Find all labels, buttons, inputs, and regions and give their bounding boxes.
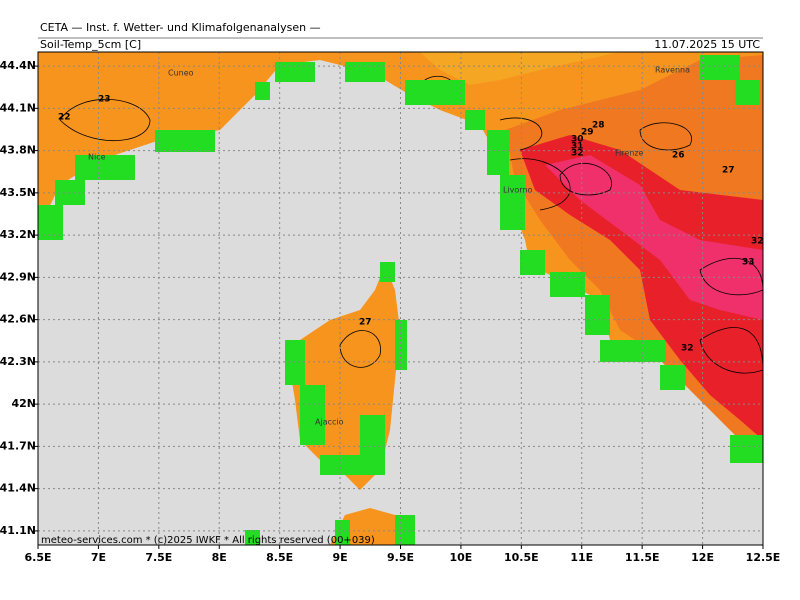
contour-label: 27	[359, 318, 372, 328]
city-label: Ravenna	[655, 66, 690, 75]
y-tick-label: 42.9N	[0, 270, 36, 283]
y-tick-label: 41.7N	[0, 439, 36, 452]
footer: meteo-services.com * (c)2025 IWKF * All …	[41, 535, 375, 546]
y-tick-label: 43.5N	[0, 186, 36, 199]
city-label: Firenze	[615, 149, 644, 158]
isoline	[499, 117, 571, 211]
x-tick-label: 7.5E	[145, 551, 172, 564]
contour-label: 28	[592, 121, 605, 131]
isoline	[559, 163, 612, 196]
y-tick-label: 44.1N	[0, 101, 36, 114]
x-tick-label: 6.5E	[24, 551, 51, 564]
city-label: Livorno	[503, 186, 533, 195]
x-tick-label: 8E	[212, 551, 227, 564]
city-label: Cuneo	[168, 69, 194, 78]
x-tick-label: 8.5E	[266, 551, 293, 564]
contour-label: 31	[571, 142, 584, 152]
isoline	[59, 98, 151, 142]
y-tick-label: 44.4N	[0, 59, 36, 72]
contour-label: 32	[571, 149, 584, 159]
city-label: Ajaccio	[315, 418, 344, 427]
axes: 6.5E 7E 7.5E 8E 8.5E 9E 9.5E 10E 10.5E 11E 11.5E 12…	[0, 59, 780, 564]
contour-label: 26	[672, 151, 685, 161]
x-tick-label: 11E	[570, 551, 593, 564]
y-tick-label: 42.6N	[0, 313, 36, 326]
x-tick-label: 7E	[91, 551, 106, 564]
x-tick-label: 12E	[691, 551, 714, 564]
y-tick-label: 43.8N	[0, 144, 36, 157]
contour-label: 27	[722, 166, 735, 176]
isoline	[639, 122, 692, 151]
y-tick-label: 42N	[11, 397, 36, 410]
y-tick-label: 42.3N	[0, 355, 36, 368]
city-label: Nice	[88, 153, 106, 162]
field-name: Soil-Temp_5cm [C]	[40, 38, 141, 51]
map-area: Cuneo Nice Livorno Firenze Ravenna Ajacc…	[38, 52, 764, 546]
contour-label: 30	[571, 135, 584, 145]
contour-label: 22	[58, 113, 71, 123]
y-tick-label: 41.1N	[0, 524, 36, 537]
x-tick-label: 9E	[332, 551, 347, 564]
sardinia	[330, 508, 415, 545]
x-tick-label: 10.5E	[504, 551, 539, 564]
isoline	[339, 330, 381, 368]
x-tick-label: 10E	[450, 551, 473, 564]
contour-label: 33	[742, 258, 755, 268]
contour-label: 29	[581, 128, 594, 138]
warm-zone-north	[38, 52, 620, 85]
graticule	[38, 52, 763, 545]
y-tick-label: 43.2N	[0, 228, 36, 241]
x-tick-label: 12.5E	[746, 551, 781, 564]
contour-label: 32	[681, 344, 694, 354]
valid-time: 11.07.2025 15 UTC	[654, 38, 760, 51]
x-tick-label: 9.5E	[387, 551, 414, 564]
institute: CETA — Inst. f. Wetter- und Klimafolgena…	[40, 21, 321, 34]
contour-label: 32	[751, 237, 764, 247]
contour-label: 23	[98, 95, 111, 105]
hottest-zone	[545, 155, 763, 320]
y-tick-label: 41.4N	[0, 482, 36, 495]
x-tick-label: 11.5E	[625, 551, 660, 564]
